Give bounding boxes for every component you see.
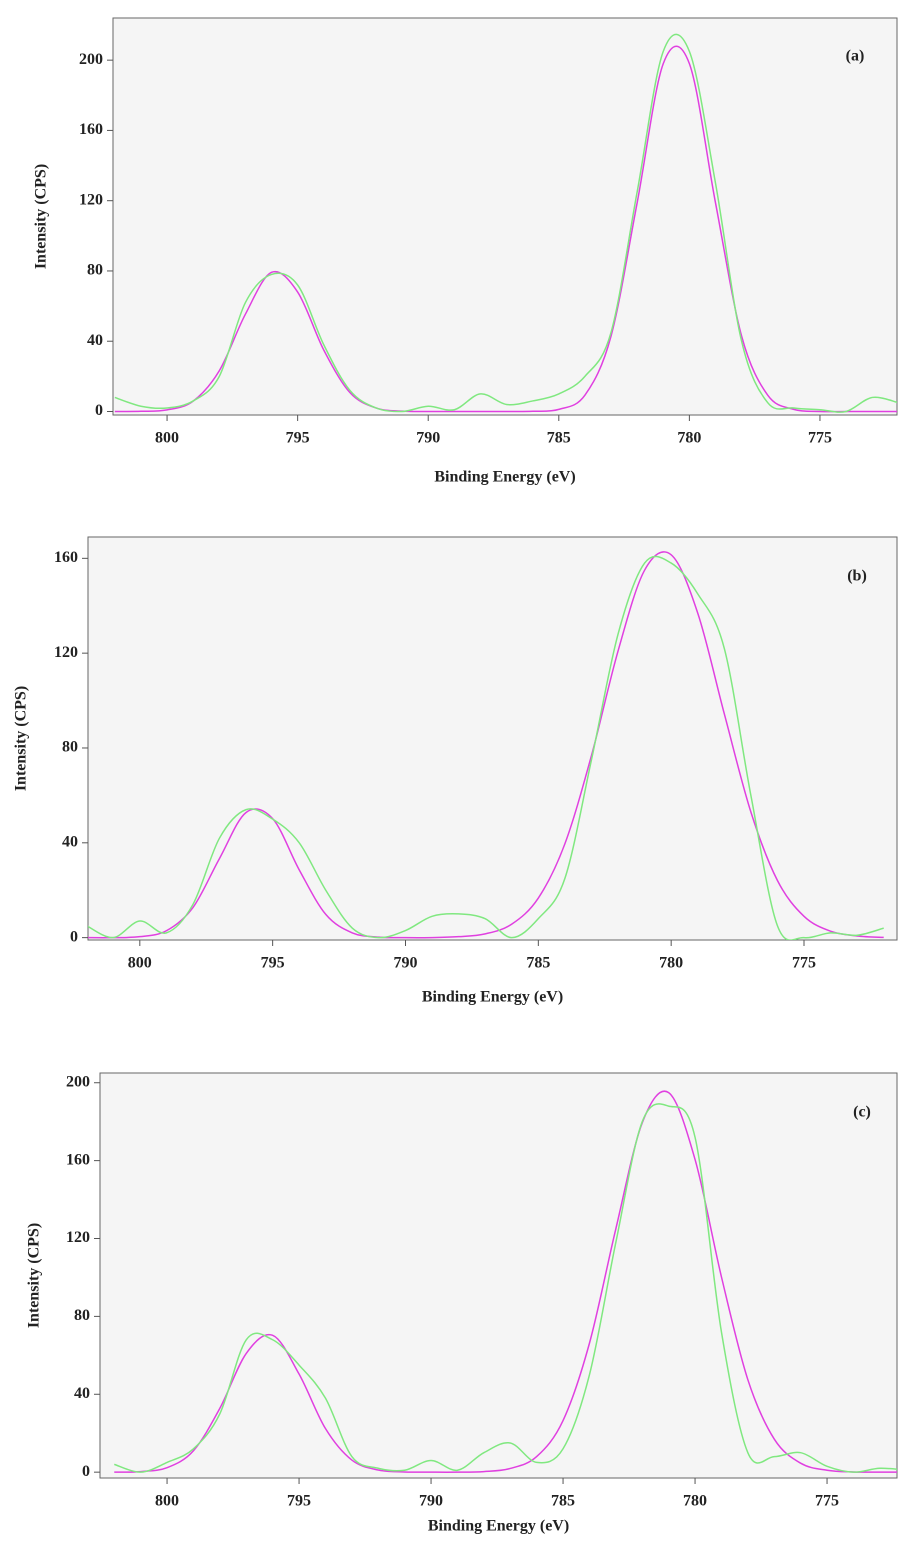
y-axis-label: Intensity (CPS): [13, 686, 30, 791]
plot-area: [99, 1072, 898, 1479]
y-tick-label: 40: [87, 332, 103, 349]
x-tick-label: 795: [261, 955, 285, 972]
x-tick-label: 785: [526, 955, 550, 972]
y-tick-label: 80: [62, 739, 78, 756]
y-tick-label: 200: [79, 51, 103, 68]
spectrum-line: [114, 1103, 897, 1473]
x-tick-label: 795: [286, 430, 310, 447]
x-tick-label: 775: [815, 1493, 839, 1510]
spectrum-line: [88, 551, 884, 939]
y-axis-label: Intensity (CPS): [26, 1223, 43, 1328]
y-tick-label: 0: [70, 928, 78, 945]
y-tick-label: 160: [54, 549, 78, 566]
y-tick-label: 160: [66, 1151, 90, 1168]
y-axis-label: Intensity (CPS): [33, 164, 50, 269]
x-tick-label: 790: [419, 1493, 443, 1510]
x-axis-label: Binding Energy (eV): [422, 989, 563, 1006]
panel-label: (a): [846, 48, 865, 65]
y-tick-label: 80: [74, 1307, 90, 1324]
x-tick-label: 775: [808, 430, 832, 447]
x-tick-label: 800: [128, 955, 152, 972]
y-tick-label: 40: [62, 833, 78, 850]
x-tick-label: 800: [155, 1493, 179, 1510]
x-axis-label: Binding Energy (eV): [428, 1518, 569, 1535]
spectrum-line: [114, 45, 897, 413]
panel-label: (c): [853, 1104, 871, 1121]
x-tick-label: 780: [659, 955, 683, 972]
plot-area: [112, 17, 898, 416]
y-tick-label: 160: [79, 121, 103, 138]
x-tick-label: 775: [792, 955, 816, 972]
plot-area: [87, 536, 898, 941]
spectrum-line: [114, 33, 897, 413]
y-tick-label: 80: [87, 262, 103, 279]
x-tick-label: 790: [416, 430, 440, 447]
x-tick-label: 785: [551, 1493, 575, 1510]
x-tick-label: 795: [287, 1493, 311, 1510]
x-axis-label: Binding Energy (eV): [434, 469, 575, 486]
spectrum-line: [114, 1090, 897, 1473]
x-tick-label: 790: [393, 955, 417, 972]
y-tick-label: 120: [79, 191, 103, 208]
y-tick-label: 40: [74, 1385, 90, 1402]
x-tick-label: 780: [683, 1493, 707, 1510]
x-tick-label: 785: [547, 430, 571, 447]
y-tick-label: 0: [95, 402, 103, 419]
y-tick-label: 120: [54, 644, 78, 661]
panel-label: (b): [847, 568, 867, 585]
y-tick-label: 120: [66, 1229, 90, 1246]
x-tick-label: 800: [155, 430, 179, 447]
y-tick-label: 0: [82, 1463, 90, 1480]
x-tick-label: 780: [677, 430, 701, 447]
y-tick-label: 200: [66, 1073, 90, 1090]
spectrum-line: [88, 555, 884, 940]
